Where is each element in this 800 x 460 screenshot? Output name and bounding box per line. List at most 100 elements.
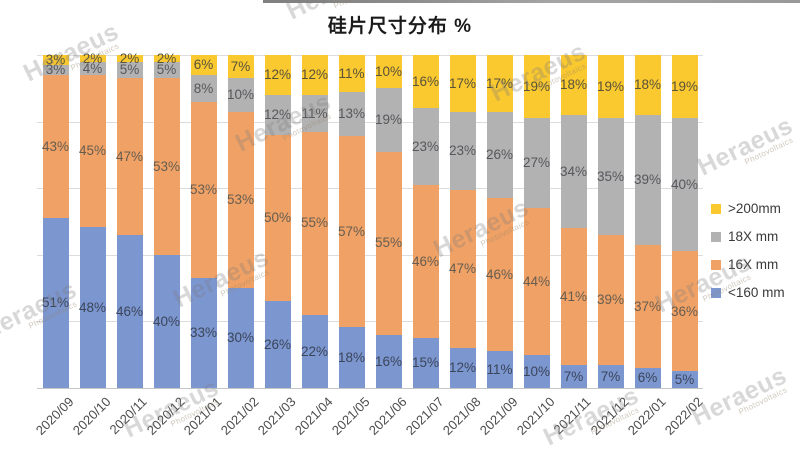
bar-segment-16x-mm: 36% [671,251,698,372]
bar-column: 5% 36% 40% 19% [671,55,698,388]
bar-segment-160-mm: 11% [486,351,513,388]
bar-column: 40% 53% 5% 2% [152,52,181,388]
data-label: 17% [448,75,477,91]
legend-item: <160 mm [711,285,785,300]
bar-segment-200mm: 11% [338,54,365,92]
x-axis-label: 2021/07 [402,394,447,438]
bar-column: 11% 46% 26% 17% [485,55,514,388]
bar-segment-200mm: 17% [448,55,477,113]
heraeus-sub-text: Photovoltaics [743,135,795,167]
data-label: 51% [41,295,70,311]
data-label: 50% [263,210,292,226]
data-label: 3% [45,52,66,68]
data-label: 3% [45,62,66,78]
bar-segment-18x-mm: 10% [226,78,255,112]
data-label: 46% [411,253,440,269]
bar-column: 30% 53% 10% 7% [226,55,255,388]
bar-segment-18x-mm: 19% [374,88,403,152]
legend-item: >200mm [711,201,785,216]
legend-label: >200mm [728,201,781,216]
heraeus-sub-text: Photovoltaics [737,385,789,417]
legend-label: 16X mm [728,257,779,272]
bar-segment-18x-mm: 23% [412,108,439,185]
data-label: 55% [300,215,329,231]
x-axis-label: 2022/01 [624,394,669,438]
data-label: 34% [559,163,588,179]
x-axis-label: 2020/11 [106,394,151,438]
bar-segment-16x-mm: 53% [226,111,255,289]
bar-segment-160-mm: 5% [671,371,698,388]
bar-segment-16x-mm: 37% [634,244,661,369]
x-axis-label: 2021/05 [328,394,373,438]
bar-segment-18x-mm: 5% [153,61,180,79]
x-axis-label: 2021/02 [217,394,262,438]
data-label: 26% [485,147,514,163]
data-label: 46% [485,267,514,283]
bar-column: 7% 41% 34% 18% [559,55,588,388]
bar-segment-18x-mm: 3% [42,62,69,78]
bar-segment-18x-mm: 34% [559,114,588,229]
data-label: 5% [156,62,177,78]
legend-swatch [711,287,721,298]
data-label: 10% [226,87,255,103]
bar-segment-18x-mm: 4% [79,62,106,76]
bar-segment-200mm: 16% [412,54,439,109]
data-label: 12% [448,360,477,376]
data-label: 30% [226,330,255,346]
gridline [37,254,703,256]
bar-segment-18x-mm: 5% [116,61,143,79]
legend-swatch [711,203,721,214]
data-label: 26% [263,336,292,352]
data-label: 7% [600,368,621,384]
data-label: 53% [152,158,181,174]
gridline [37,121,703,123]
data-label: 11% [338,65,365,81]
bar-segment-200mm: 2% [153,52,180,65]
x-axis-label: 2021/03 [254,394,299,438]
data-label: 47% [448,260,477,276]
data-label: 19% [374,112,403,128]
bar-segment-160-mm: 7% [597,364,624,388]
data-label: 12% [263,67,292,83]
heraeus-brand-text: Heraeus [687,361,792,432]
bar-segment-160-mm: 22% [300,314,329,388]
bar-segment-18x-mm: 35% [597,118,624,235]
bar-segment-16x-mm: 39% [597,234,624,365]
bar-segment-200mm: 12% [301,55,328,95]
bar-segment-200mm: 19% [523,55,550,119]
bar-segment-160-mm: 48% [79,226,106,388]
data-label: 2% [156,50,177,66]
data-label: 5% [119,62,140,78]
data-label: 53% [226,192,255,208]
data-label: 19% [596,78,625,94]
x-axis-label: 2022/02 [661,394,706,438]
data-label: 18% [337,349,366,365]
data-label: 45% [78,143,107,159]
bar-column: 16% 55% 19% 10% [374,55,403,388]
legend-item: 18X mm [711,229,785,244]
bar-segment-18x-mm: 40% [671,118,698,252]
data-label: 18% [633,77,662,93]
bar-segment-200mm: 7% [227,55,254,79]
x-axis-label: 2021/01 [180,394,225,438]
bar-segment-18x-mm: 23% [449,112,476,190]
bar-column: 12% 47% 23% 17% [448,55,477,388]
bar-segment-200mm: 3% [42,52,69,68]
data-label: 22% [300,343,329,359]
bar-column: 48% 45% 4% 2% [78,52,107,388]
bar-segment-160-mm: 18% [337,327,366,388]
data-label: 5% [674,371,695,387]
bar-segment-200mm: 19% [671,55,698,119]
data-label: 6% [193,57,214,73]
bar-column: 46% 47% 5% 2% [116,52,143,388]
data-label: 11% [486,361,513,377]
bar-segment-160-mm: 16% [375,334,402,388]
bar-segment-200mm: 2% [79,52,106,65]
data-label: 6% [637,370,658,386]
bar-segment-200mm: 2% [116,52,143,65]
data-label: 39% [633,172,662,188]
bar-segment-200mm: 12% [263,55,292,95]
x-axis-label: 2020/09 [32,394,77,438]
data-label: 12% [263,107,292,123]
